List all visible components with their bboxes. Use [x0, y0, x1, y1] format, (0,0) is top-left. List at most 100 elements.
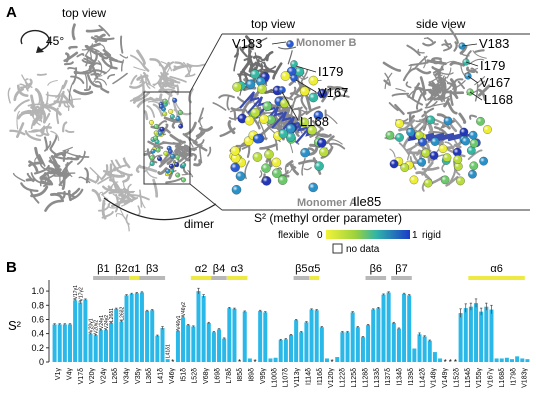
bar-value-label: L26δ1 — [109, 308, 115, 322]
ribbon-segment — [61, 149, 70, 157]
ribbon-segment — [152, 178, 159, 198]
ribbon-segment — [97, 174, 114, 185]
dimer-label: dimer — [184, 217, 214, 231]
ribbon-segment — [73, 89, 94, 96]
ribbon-segment — [43, 136, 48, 151]
ribbon-segment — [288, 86, 297, 100]
ribbon-segment — [138, 194, 146, 209]
ribbon-segment — [13, 99, 30, 112]
methyl-sphere-highlight — [440, 175, 450, 185]
ribbon-segment — [244, 160, 250, 180]
side-residue-i179: I179 — [480, 58, 505, 73]
ribbon-segment — [233, 109, 237, 121]
ribbon-segment — [432, 59, 443, 65]
side-residue-v183: V183 — [479, 36, 509, 51]
bar — [345, 332, 350, 362]
ribbon-segment — [28, 161, 44, 167]
bar — [109, 323, 114, 362]
ribbon-segment — [119, 54, 129, 59]
methyl-sphere-highlight — [319, 147, 329, 157]
methyl-sphere-highlight — [406, 127, 415, 137]
bar — [124, 295, 129, 362]
ribbon-segment — [466, 66, 476, 74]
ribbon-segment — [298, 159, 318, 165]
bar — [222, 338, 227, 362]
ss-label: α2 — [195, 263, 207, 275]
methyl-sphere-highlight — [423, 178, 433, 188]
ss-label: β1 — [97, 263, 109, 275]
x-tick-label: L52δ — [192, 368, 199, 384]
ss-label: β7 — [395, 263, 407, 275]
ribbon-segment — [30, 104, 40, 121]
ribbon-segment — [44, 199, 62, 212]
ribbon-segment — [64, 162, 69, 177]
bar — [67, 324, 72, 362]
ribbon-segment — [138, 79, 156, 89]
y-tick-label: 1.0 — [31, 286, 44, 296]
ribbon-segment — [309, 127, 323, 138]
methyl-sphere-highlight — [459, 127, 469, 137]
top-residue-i179: I179 — [318, 64, 343, 79]
bar-value-label: V17γ1 — [73, 285, 79, 299]
bar — [57, 324, 62, 362]
ribbon-segment — [76, 53, 85, 58]
methyl-sphere-highlight — [166, 145, 172, 151]
y-tick-label: 0.4 — [31, 329, 44, 339]
methyl-sphere-highlight — [278, 86, 286, 94]
ribbon-segment — [474, 83, 479, 102]
bar — [355, 327, 360, 362]
ribbon-segment — [157, 120, 168, 127]
secondary-structure-track: β1 β2 α1 β3 α2 β4 α3 β5 α5 β6 β7 α6 — [93, 263, 525, 280]
x-tick-label: V95γ — [260, 368, 267, 384]
ribbon-segment — [83, 57, 96, 66]
ribbon-segment — [112, 72, 128, 85]
bar — [273, 357, 278, 362]
ribbon-segment — [40, 129, 50, 136]
zoomed-side-view-structure — [382, 27, 492, 192]
ribbon-segment — [441, 163, 445, 173]
bar — [289, 335, 294, 362]
bar — [258, 310, 263, 362]
ribbon-segment — [33, 164, 50, 175]
methyl-sphere-highlight — [264, 149, 274, 160]
x-tick-label: I114δ — [306, 368, 313, 385]
methyl-sphere-highlight — [426, 115, 435, 125]
ribbon-segment — [182, 166, 189, 175]
methyl-sphere-highlight — [467, 146, 476, 155]
bar — [427, 340, 432, 362]
methyl-sphere-highlight — [257, 84, 267, 94]
methyl-sphere-highlight — [237, 113, 247, 124]
methyl-sphere-highlight — [300, 148, 310, 158]
ribbon-segment — [430, 57, 442, 62]
bar — [422, 336, 427, 362]
x-tick-label: L36δ — [146, 368, 153, 384]
ribbon-segment — [46, 122, 51, 136]
ribbon-segment — [177, 146, 188, 157]
ribbon-segment — [189, 152, 197, 161]
ribbon-segment — [48, 93, 61, 107]
methyl-sphere-highlight — [170, 114, 175, 119]
bar — [175, 330, 180, 362]
ribbon-segment — [329, 142, 346, 150]
ribbon-segment — [161, 77, 181, 84]
methyl-sphere-highlight — [286, 40, 294, 48]
ss-alpha-element — [468, 276, 525, 280]
top-residue-v183: V183 — [232, 36, 262, 51]
x-tick-label: V167γ — [488, 368, 495, 388]
x-tick-label: L69δ — [214, 368, 221, 384]
ribbon-segment — [289, 92, 300, 97]
methyl-sphere-highlight — [476, 117, 485, 126]
methyl-sphere-highlight — [308, 75, 318, 86]
ribbon-segment — [107, 185, 127, 194]
methyl-sphere-highlight — [409, 175, 419, 185]
ribbon-segment — [415, 142, 432, 152]
methyl-sphere-highlight — [168, 109, 173, 114]
methyl-sphere-highlight — [468, 170, 477, 179]
legend-gradient — [326, 230, 410, 239]
ss-beta-element — [391, 276, 412, 280]
bar-series: V17γ1 V17γ2 V20γ1 V20γ2 V24γ1 V24γ2 L26δ1 L26δ2… — [52, 285, 530, 367]
ribbon-segment — [100, 87, 110, 94]
bar — [78, 302, 83, 362]
ribbon-segment — [297, 110, 308, 119]
bar — [73, 300, 78, 362]
